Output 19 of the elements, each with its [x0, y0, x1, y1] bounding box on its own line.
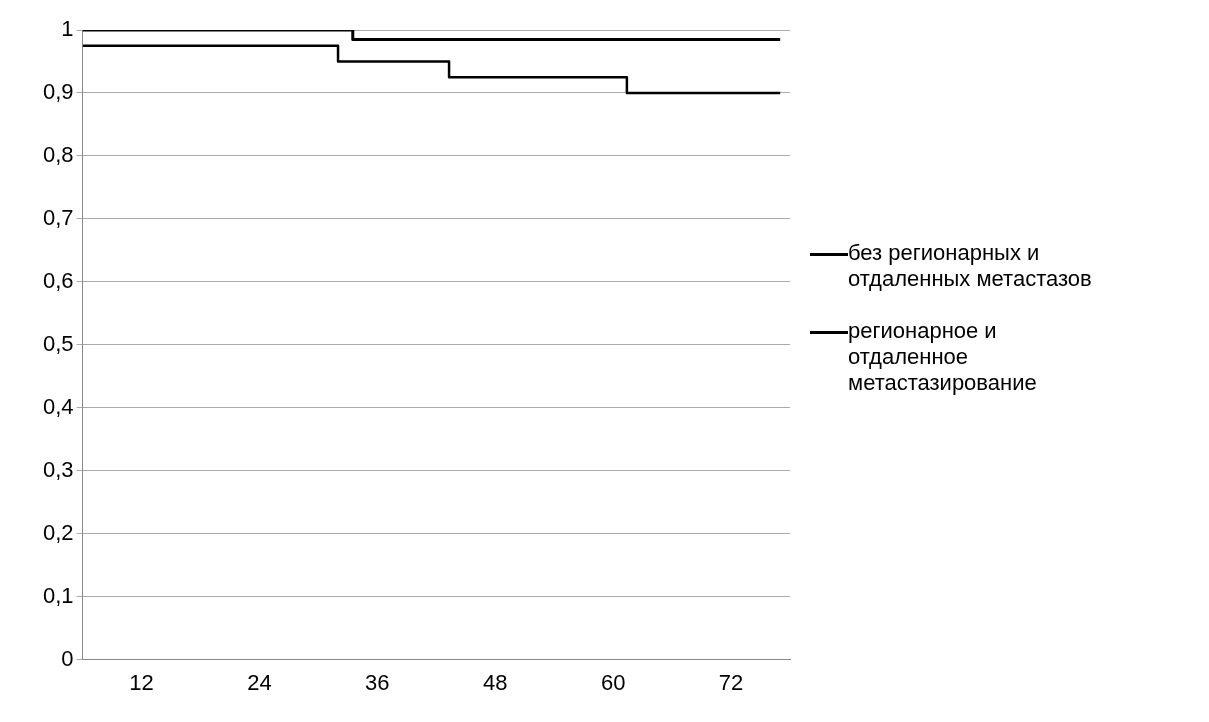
- y-tick-label: 0,7: [42, 204, 74, 230]
- y-tick-label: 0,6: [42, 267, 74, 293]
- x-tick-label: 12: [129, 669, 154, 695]
- y-tick-label: 0: [61, 645, 74, 671]
- x-tick-label: 36: [365, 669, 390, 695]
- y-tick-label: 0,2: [42, 519, 74, 545]
- y-tick-label: 0,3: [42, 456, 74, 482]
- x-tick-label: 72: [718, 669, 744, 695]
- x-tick-label: 48: [483, 669, 508, 695]
- legend-label: без регионарных и отдаленных метастазов: [848, 240, 1093, 292]
- y-tick-label: 0,8: [42, 141, 74, 167]
- legend-label: регионарное и отдаленное метастазирование: [848, 318, 1038, 396]
- y-tick-label: 0,4: [42, 393, 74, 419]
- x-tick-label: 60: [600, 669, 626, 695]
- x-tick-label: 24: [247, 669, 272, 695]
- y-tick-label: 0,9: [42, 79, 74, 105]
- y-tick-label: 0,1: [42, 582, 74, 608]
- y-tick-label: 1: [61, 16, 74, 42]
- y-tick-label: 0,5: [42, 330, 74, 356]
